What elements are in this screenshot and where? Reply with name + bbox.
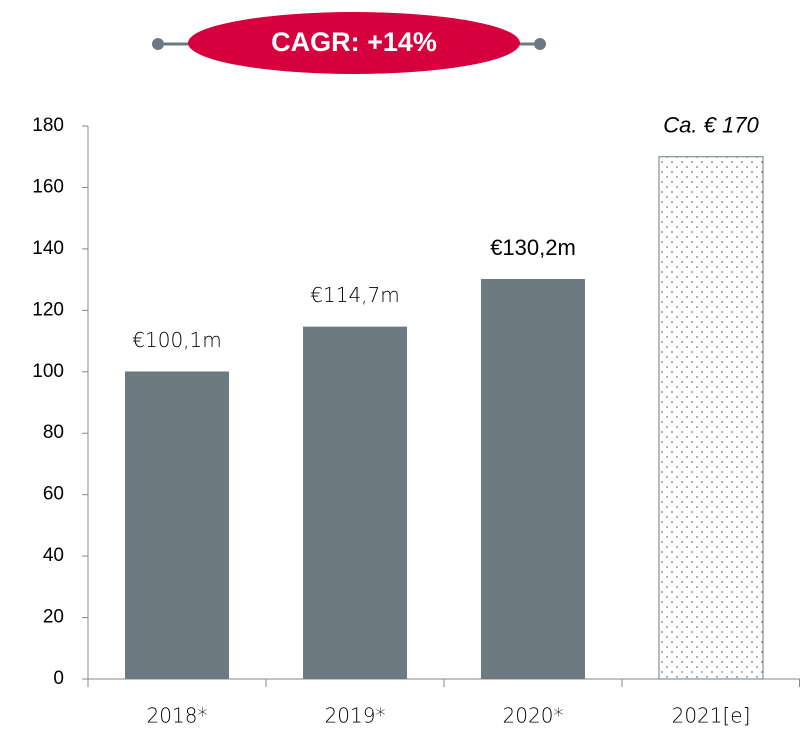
connector-dot (152, 38, 164, 50)
x-tick-label: 2018* (147, 704, 208, 728)
x-tick-label: 2021[e] (672, 704, 751, 728)
y-tick-label: 80 (43, 422, 64, 443)
y-tick-label: 60 (43, 484, 64, 505)
y-tick-label: 40 (43, 545, 64, 566)
value-label: €130,2m (490, 235, 576, 260)
badge (188, 12, 520, 74)
y-tick-label: 160 (32, 176, 64, 197)
bar (658, 156, 764, 680)
annotation: CAGR: +14% (271, 27, 437, 57)
bar (303, 326, 407, 679)
y-tick-label: 180 (32, 115, 64, 136)
y-tick-label: 0 (53, 668, 64, 689)
bar (481, 278, 585, 679)
connector-dot (534, 38, 546, 50)
x-tick-label: 2019* (325, 704, 386, 728)
x-tick-label: 2020* (503, 704, 564, 728)
bar (125, 371, 229, 679)
cagr-badge: CAGR: +14% (152, 12, 546, 74)
y-tick-label: 100 (32, 361, 64, 382)
y-tick-label: 20 (43, 607, 64, 628)
y-tick-label: 120 (32, 299, 64, 320)
y-tick-label: 140 (32, 238, 64, 259)
value-label: €100,1m (132, 328, 221, 352)
value-label: Ca. € 170 (663, 113, 759, 138)
value-label: €114,7m (310, 283, 399, 307)
